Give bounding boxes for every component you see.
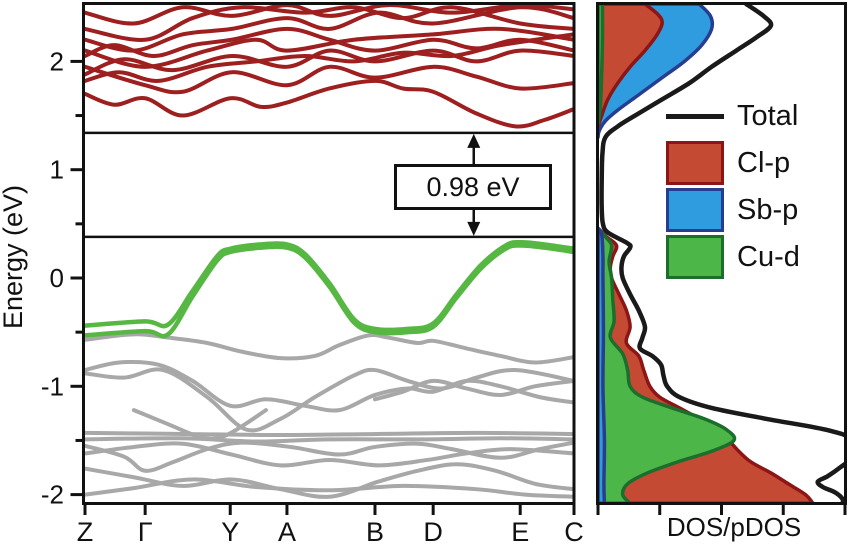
total-line-swatch — [666, 113, 724, 119]
y-tick-label: 0 — [50, 263, 64, 293]
y-tick-label: 1 — [50, 155, 64, 185]
band-panel — [85, 4, 574, 499]
legend-item-total: Total — [666, 100, 800, 132]
dos-axis-ticks — [596, 503, 847, 515]
k-point-label: C — [564, 517, 584, 547]
y-tick-label: -1 — [41, 371, 64, 401]
k-point-label: B — [366, 517, 384, 547]
k-point-label: D — [423, 517, 443, 547]
valence-top-bands — [85, 240, 574, 339]
band-panel-border — [82, 2, 576, 505]
dos-area-cu-d-valence — [598, 226, 737, 503]
y-tick-label: 2 — [50, 46, 64, 76]
legend-label-sb-p: Sb-p — [737, 193, 799, 226]
k-point-label: Γ — [138, 517, 153, 547]
cu-d-swatch — [666, 235, 724, 279]
k-point-label: Y — [221, 517, 239, 547]
dos-legend: Total Cl-p Sb-p Cu-d — [666, 100, 800, 282]
legend-item-sb-p: Sb-p — [666, 188, 800, 232]
legend-item-cl-p: Cl-p — [666, 141, 800, 185]
y-tick-label: -2 — [41, 480, 64, 510]
dos-axis-title: DOS/pDOS — [666, 512, 802, 542]
legend-label-cu-d: Cu-d — [737, 240, 800, 273]
dos-total-curve — [599, 4, 845, 503]
dos-area-cu-d-conduction — [598, 4, 605, 126]
y-axis-title: Energy (eV) — [0, 184, 28, 330]
cl-p-swatch — [666, 141, 724, 185]
valence-lower-bands — [85, 332, 574, 499]
legend-label-cl-p: Cl-p — [737, 146, 791, 179]
dos-panel — [598, 4, 845, 503]
k-point-label: E — [511, 517, 529, 547]
legend-item-cu-d: Cu-d — [666, 235, 800, 279]
k-point-label: Z — [77, 517, 94, 547]
k-point-label: A — [278, 517, 296, 547]
dos-area-sb-p-valence — [598, 226, 607, 503]
conduction-bands — [85, 4, 574, 129]
y-axis-ticks: 2 1 0 -1 -2 — [41, 46, 84, 510]
dos-area-cl-p-conduction — [598, 4, 664, 129]
sb-p-swatch — [666, 188, 724, 232]
band-gap-label: 0.98 eV — [394, 164, 552, 210]
legend-label-total: Total — [737, 99, 799, 132]
